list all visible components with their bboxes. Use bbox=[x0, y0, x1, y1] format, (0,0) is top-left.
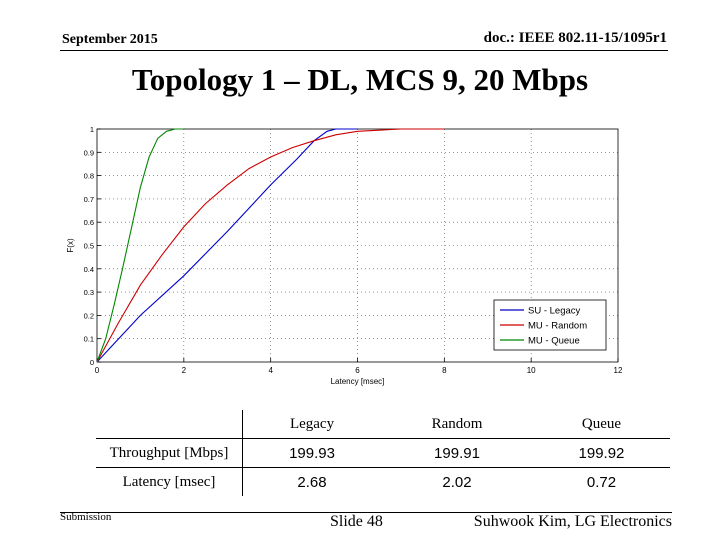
table-row-latency: Latency [msec] 2.68 2.02 0.72 bbox=[96, 467, 670, 496]
footer-submission: Submission bbox=[60, 511, 112, 523]
table-header-corner bbox=[96, 410, 243, 439]
header-doc-id: doc.: IEEE 802.11-15/1095r1 bbox=[483, 30, 667, 46]
cdf-chart: 0 2 4 6 8 10 12 0 0.1 0.2 0.3 0.4 0.5 0.6 0.7 0.8 0.9 1 La… bbox=[66, 125, 623, 386]
y-axis-label: F(x) bbox=[66, 238, 75, 253]
x-axis-label: Latency [msec] bbox=[331, 377, 385, 386]
footer-slide-number: Slide 48 bbox=[330, 513, 383, 530]
y-tick-label: 0.1 bbox=[84, 335, 94, 344]
legend-label-2: MU - Random bbox=[528, 321, 587, 332]
x-tick-label: 2 bbox=[182, 366, 187, 375]
y-tick-label: 0.8 bbox=[84, 172, 94, 181]
y-tick-label: 0.5 bbox=[84, 242, 94, 251]
series-line-2 bbox=[96, 128, 445, 363]
table-header-queue: Queue bbox=[532, 410, 670, 439]
x-tick-label: 4 bbox=[268, 366, 273, 375]
table-cell: 2.02 bbox=[442, 473, 472, 491]
series-line-1 bbox=[96, 128, 358, 363]
footer-author: Suhwook Kim, LG Electronics bbox=[473, 513, 672, 530]
table-cell: 199.91 bbox=[381, 438, 533, 468]
x-tick-label: 0 bbox=[95, 366, 100, 375]
table-header-random: Random bbox=[381, 410, 533, 439]
table-header-legacy: Legacy bbox=[242, 410, 382, 439]
x-tick-label: 12 bbox=[614, 366, 623, 375]
y-tick-label: 0.9 bbox=[84, 148, 94, 157]
y-tick-label: 0 bbox=[90, 358, 94, 367]
y-tick-label: 0.3 bbox=[84, 288, 94, 297]
legend-label-3: MU - Queue bbox=[528, 336, 580, 347]
table-cell: 199.93 bbox=[242, 438, 382, 468]
series-line-3 bbox=[96, 128, 184, 363]
legend-label-1: SU - Legacy bbox=[528, 306, 581, 317]
table-cell: 2.68 bbox=[297, 473, 327, 491]
table-header-row: Legacy Random Queue bbox=[96, 410, 670, 439]
y-tick-label: 0.6 bbox=[84, 218, 94, 227]
table-cell: 0.72 bbox=[586, 473, 617, 491]
y-tick-label: 0.2 bbox=[84, 311, 94, 320]
x-tick-label: 8 bbox=[442, 366, 447, 375]
y-tick-label: 0.4 bbox=[84, 265, 94, 274]
table-row-label: Latency [msec] bbox=[96, 467, 243, 496]
table-cell: 199.92 bbox=[532, 438, 670, 468]
results-table: Legacy Random Queue Throughput [Mbps] 19… bbox=[96, 410, 670, 496]
x-tick-label: 6 bbox=[355, 366, 360, 375]
table-row-label: Throughput [Mbps] bbox=[96, 438, 243, 468]
footer-divider bbox=[60, 512, 672, 513]
header-date: September 2015 bbox=[62, 32, 158, 47]
x-tick-label: 10 bbox=[527, 366, 536, 375]
y-tick-label: 1 bbox=[90, 125, 94, 134]
header-divider bbox=[60, 50, 668, 51]
slide-title: Topology 1 – DL, MCS 9, 20 Mbps bbox=[131, 62, 589, 97]
table-row-throughput: Throughput [Mbps] 199.93 199.91 199.92 bbox=[96, 438, 670, 468]
y-tick-label: 0.7 bbox=[84, 195, 94, 204]
